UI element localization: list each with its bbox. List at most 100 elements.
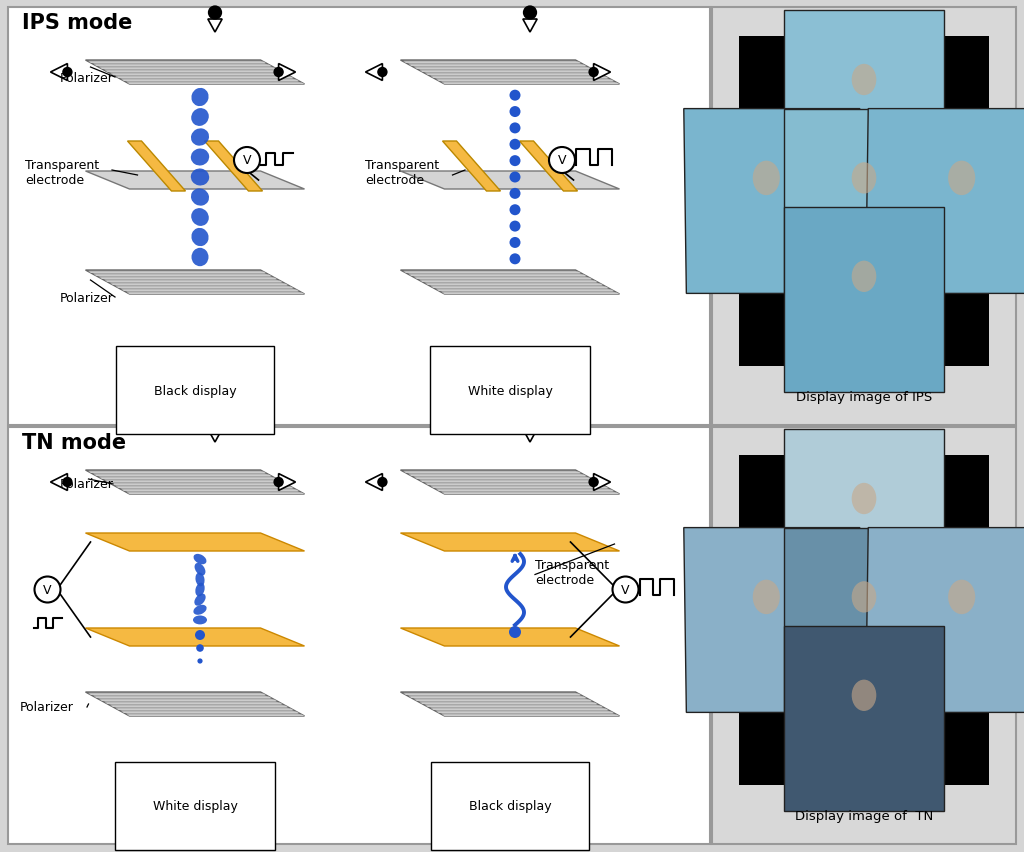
Polygon shape bbox=[403, 62, 581, 64]
Polygon shape bbox=[400, 271, 620, 295]
Polygon shape bbox=[104, 481, 283, 482]
Polygon shape bbox=[865, 109, 1024, 294]
Polygon shape bbox=[523, 20, 538, 33]
Polygon shape bbox=[208, 429, 222, 442]
Polygon shape bbox=[85, 172, 304, 190]
Text: V: V bbox=[43, 584, 52, 596]
Text: Polarizer: Polarizer bbox=[60, 72, 114, 84]
Text: Black display: Black display bbox=[469, 799, 551, 813]
Ellipse shape bbox=[191, 249, 209, 267]
Circle shape bbox=[273, 67, 284, 78]
Bar bbox=[739, 37, 989, 366]
Polygon shape bbox=[121, 711, 299, 713]
Circle shape bbox=[234, 148, 260, 174]
Circle shape bbox=[195, 630, 205, 640]
Ellipse shape bbox=[190, 149, 209, 166]
Polygon shape bbox=[436, 80, 614, 82]
Polygon shape bbox=[403, 694, 581, 695]
Text: Display image of IPS: Display image of IPS bbox=[796, 390, 932, 404]
Polygon shape bbox=[400, 470, 620, 494]
Polygon shape bbox=[415, 699, 592, 701]
Polygon shape bbox=[425, 484, 603, 486]
Polygon shape bbox=[127, 83, 304, 85]
Polygon shape bbox=[784, 11, 944, 196]
Polygon shape bbox=[366, 65, 382, 81]
Ellipse shape bbox=[195, 594, 206, 606]
Polygon shape bbox=[425, 74, 603, 76]
Ellipse shape bbox=[191, 89, 209, 107]
Ellipse shape bbox=[195, 563, 206, 576]
Circle shape bbox=[509, 626, 521, 638]
Polygon shape bbox=[784, 109, 944, 294]
Ellipse shape bbox=[852, 582, 877, 613]
Text: Polarizer: Polarizer bbox=[60, 291, 114, 304]
Polygon shape bbox=[784, 528, 944, 712]
Polygon shape bbox=[441, 83, 620, 85]
Polygon shape bbox=[88, 694, 266, 695]
Circle shape bbox=[198, 659, 203, 664]
Polygon shape bbox=[94, 275, 271, 277]
Bar bbox=[8, 428, 710, 844]
Circle shape bbox=[510, 254, 520, 265]
Polygon shape bbox=[420, 703, 597, 704]
Polygon shape bbox=[121, 80, 299, 82]
Ellipse shape bbox=[191, 209, 209, 227]
Polygon shape bbox=[116, 709, 294, 711]
Polygon shape bbox=[99, 699, 278, 701]
Polygon shape bbox=[99, 478, 278, 480]
Circle shape bbox=[510, 124, 520, 135]
Polygon shape bbox=[409, 697, 587, 698]
Polygon shape bbox=[85, 271, 304, 295]
Circle shape bbox=[510, 205, 520, 216]
Polygon shape bbox=[431, 78, 608, 79]
Polygon shape bbox=[104, 703, 283, 704]
Ellipse shape bbox=[196, 573, 205, 587]
Polygon shape bbox=[400, 628, 620, 646]
Circle shape bbox=[510, 238, 520, 249]
Polygon shape bbox=[865, 528, 1024, 712]
Polygon shape bbox=[403, 272, 581, 273]
Polygon shape bbox=[684, 528, 862, 712]
Polygon shape bbox=[420, 72, 597, 73]
Ellipse shape bbox=[191, 109, 209, 127]
Polygon shape bbox=[441, 715, 620, 717]
Polygon shape bbox=[436, 490, 614, 492]
Polygon shape bbox=[400, 172, 620, 190]
Polygon shape bbox=[442, 141, 501, 192]
Polygon shape bbox=[116, 487, 294, 488]
Polygon shape bbox=[104, 281, 283, 283]
Polygon shape bbox=[111, 74, 288, 76]
Polygon shape bbox=[116, 287, 294, 289]
Polygon shape bbox=[99, 68, 278, 70]
Circle shape bbox=[589, 67, 599, 78]
Circle shape bbox=[208, 6, 222, 20]
Polygon shape bbox=[431, 287, 608, 289]
Polygon shape bbox=[104, 72, 283, 73]
Circle shape bbox=[510, 156, 520, 167]
Polygon shape bbox=[594, 65, 610, 81]
Polygon shape bbox=[85, 692, 304, 717]
Text: White display: White display bbox=[468, 384, 552, 397]
Circle shape bbox=[197, 644, 204, 652]
Bar bbox=[712, 8, 1016, 425]
Polygon shape bbox=[431, 487, 608, 488]
Ellipse shape bbox=[190, 170, 209, 187]
Polygon shape bbox=[425, 705, 603, 707]
Ellipse shape bbox=[948, 162, 975, 196]
Circle shape bbox=[589, 477, 599, 487]
Polygon shape bbox=[116, 78, 294, 79]
Ellipse shape bbox=[852, 65, 877, 96]
Polygon shape bbox=[420, 481, 597, 482]
Circle shape bbox=[523, 416, 538, 430]
Circle shape bbox=[510, 140, 520, 151]
Polygon shape bbox=[127, 493, 304, 494]
Ellipse shape bbox=[190, 189, 209, 206]
Circle shape bbox=[273, 477, 284, 487]
Polygon shape bbox=[279, 474, 296, 491]
Polygon shape bbox=[94, 66, 271, 67]
Circle shape bbox=[510, 222, 520, 233]
Circle shape bbox=[377, 67, 388, 78]
Ellipse shape bbox=[194, 605, 207, 615]
Polygon shape bbox=[784, 626, 944, 811]
Text: Transparent
electrode: Transparent electrode bbox=[535, 558, 609, 586]
